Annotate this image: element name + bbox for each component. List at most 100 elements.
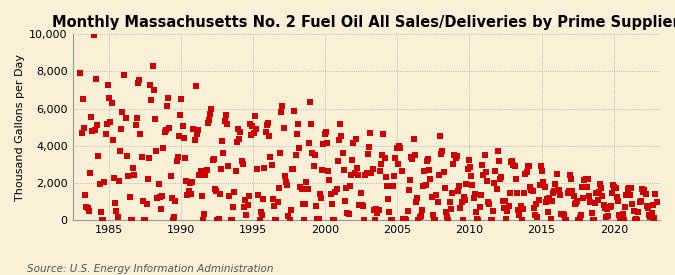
Point bbox=[86, 115, 97, 120]
Point bbox=[410, 199, 421, 204]
Point bbox=[360, 172, 371, 177]
Point bbox=[376, 161, 387, 166]
Point bbox=[616, 218, 627, 222]
Point bbox=[78, 97, 88, 101]
Point bbox=[354, 203, 364, 207]
Point bbox=[261, 123, 272, 127]
Point bbox=[438, 170, 449, 175]
Point bbox=[602, 207, 613, 211]
Point bbox=[418, 183, 429, 188]
Point bbox=[550, 182, 561, 186]
Point bbox=[88, 32, 99, 37]
Point bbox=[427, 213, 438, 217]
Point bbox=[278, 126, 289, 131]
Point bbox=[355, 190, 366, 195]
Point bbox=[420, 182, 431, 187]
Point bbox=[325, 192, 336, 196]
Point bbox=[651, 199, 662, 204]
Point bbox=[198, 218, 209, 222]
Point bbox=[146, 98, 157, 102]
Point bbox=[612, 195, 622, 199]
Point bbox=[407, 157, 418, 161]
Point bbox=[230, 168, 241, 173]
Point bbox=[609, 185, 620, 189]
Point bbox=[332, 158, 343, 163]
Point bbox=[614, 213, 624, 217]
Point bbox=[235, 130, 246, 135]
Point bbox=[537, 169, 547, 173]
Point bbox=[472, 217, 483, 221]
Point bbox=[555, 193, 566, 197]
Point bbox=[176, 97, 187, 101]
Point bbox=[240, 197, 250, 202]
Point bbox=[348, 141, 359, 146]
Point bbox=[401, 218, 412, 222]
Point bbox=[620, 205, 630, 210]
Point bbox=[622, 186, 633, 191]
Point bbox=[448, 161, 458, 166]
Point bbox=[412, 196, 423, 200]
Point bbox=[302, 186, 313, 191]
Point bbox=[128, 166, 138, 170]
Point bbox=[450, 156, 461, 160]
Point bbox=[266, 163, 277, 167]
Point bbox=[551, 172, 562, 176]
Point bbox=[126, 218, 136, 222]
Point bbox=[152, 196, 163, 200]
Point bbox=[215, 192, 225, 196]
Point bbox=[520, 172, 531, 177]
Point bbox=[481, 169, 491, 174]
Point bbox=[259, 166, 270, 170]
Point bbox=[205, 111, 215, 116]
Point bbox=[416, 207, 427, 212]
Point bbox=[307, 151, 318, 155]
Point bbox=[165, 173, 176, 178]
Point bbox=[461, 182, 472, 186]
Point bbox=[275, 151, 286, 155]
Point bbox=[265, 155, 276, 160]
Point bbox=[118, 73, 129, 77]
Point bbox=[521, 170, 532, 175]
Point bbox=[190, 83, 201, 88]
Point bbox=[404, 188, 414, 192]
Point bbox=[250, 127, 261, 131]
Title: Monthly Massachusetts No. 2 Fuel Oil All Sales/Deliveries by Prime Supplier: Monthly Massachusetts No. 2 Fuel Oil All… bbox=[53, 15, 675, 30]
Point bbox=[436, 152, 447, 157]
Point bbox=[196, 194, 207, 199]
Point bbox=[454, 183, 464, 188]
Point bbox=[122, 154, 133, 158]
Point bbox=[541, 197, 552, 201]
Point bbox=[533, 198, 544, 202]
Point bbox=[238, 205, 249, 209]
Point bbox=[547, 199, 558, 204]
Point bbox=[304, 100, 315, 104]
Point bbox=[76, 131, 87, 135]
Point bbox=[433, 173, 444, 177]
Point bbox=[647, 203, 658, 208]
Point bbox=[244, 122, 255, 126]
Point bbox=[519, 191, 530, 195]
Point bbox=[171, 158, 182, 163]
Point bbox=[524, 185, 535, 189]
Point bbox=[495, 177, 506, 182]
Point bbox=[335, 122, 346, 126]
Point bbox=[110, 201, 121, 205]
Point bbox=[541, 200, 551, 205]
Point bbox=[277, 104, 288, 108]
Point bbox=[423, 157, 433, 161]
Point bbox=[93, 154, 104, 159]
Point bbox=[615, 218, 626, 222]
Point bbox=[442, 214, 453, 219]
Point bbox=[573, 218, 584, 222]
Point bbox=[255, 210, 266, 215]
Point bbox=[132, 116, 142, 120]
Point bbox=[192, 132, 202, 136]
Point bbox=[330, 190, 341, 194]
Point bbox=[127, 218, 138, 222]
Point bbox=[509, 164, 520, 168]
Point bbox=[641, 191, 651, 196]
Point bbox=[271, 218, 281, 222]
Point bbox=[503, 204, 514, 209]
Point bbox=[392, 146, 402, 150]
Point bbox=[497, 198, 508, 203]
